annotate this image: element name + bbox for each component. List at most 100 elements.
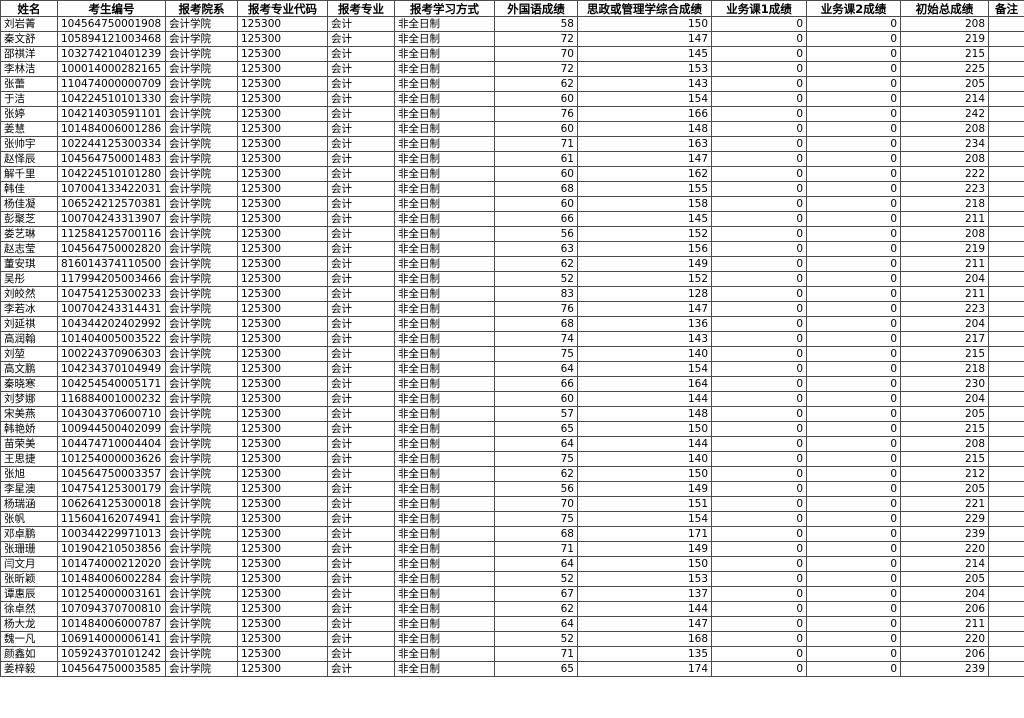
cell-major[interactable]: 会计 [327, 361, 395, 377]
cell-major-code[interactable]: 125300 [237, 286, 328, 302]
cell-major[interactable]: 会计 [327, 271, 395, 287]
cell-major-code[interactable]: 125300 [237, 526, 328, 542]
cell-comprehensive-score[interactable]: 147 [577, 31, 712, 47]
cell-comprehensive-score[interactable]: 149 [577, 541, 712, 557]
cell-department[interactable]: 会计学院 [165, 496, 238, 512]
cell-course2-score[interactable]: 0 [806, 601, 901, 617]
cell-foreign-score[interactable]: 66 [494, 376, 578, 392]
cell-candidate-id[interactable]: 104304370600710 [57, 406, 166, 422]
cell-comprehensive-score[interactable]: 150 [577, 421, 712, 437]
cell-candidate-id[interactable]: 104224510101280 [57, 166, 166, 182]
cell-remark[interactable] [988, 571, 1024, 587]
cell-name[interactable]: 刘岩菁 [0, 16, 58, 32]
cell-study-mode[interactable]: 非全日制 [394, 121, 495, 137]
cell-major[interactable]: 会计 [327, 106, 395, 122]
cell-department[interactable]: 会计学院 [165, 316, 238, 332]
cell-major[interactable]: 会计 [327, 571, 395, 587]
cell-total-score[interactable]: 211 [900, 256, 989, 272]
cell-comprehensive-score[interactable]: 144 [577, 601, 712, 617]
cell-department[interactable]: 会计学院 [165, 91, 238, 107]
cell-course2-score[interactable]: 0 [806, 466, 901, 482]
cell-foreign-score[interactable]: 62 [494, 466, 578, 482]
cell-foreign-score[interactable]: 75 [494, 346, 578, 362]
cell-study-mode[interactable]: 非全日制 [394, 91, 495, 107]
cell-foreign-score[interactable]: 71 [494, 646, 578, 662]
cell-study-mode[interactable]: 非全日制 [394, 241, 495, 257]
cell-name[interactable]: 苗荣美 [0, 436, 58, 452]
cell-course1-score[interactable]: 0 [711, 646, 807, 662]
cell-course1-score[interactable]: 0 [711, 121, 807, 137]
cell-department[interactable]: 会计学院 [165, 136, 238, 152]
cell-major-code[interactable]: 125300 [237, 46, 328, 62]
cell-major-code[interactable]: 125300 [237, 391, 328, 407]
cell-course1-score[interactable]: 0 [711, 166, 807, 182]
cell-course1-score[interactable]: 0 [711, 391, 807, 407]
cell-candidate-id[interactable]: 100344229971013 [57, 526, 166, 542]
cell-comprehensive-score[interactable]: 145 [577, 211, 712, 227]
cell-foreign-score[interactable]: 58 [494, 16, 578, 32]
cell-remark[interactable] [988, 331, 1024, 347]
cell-remark[interactable] [988, 121, 1024, 137]
cell-candidate-id[interactable]: 104754125300179 [57, 481, 166, 497]
cell-course2-score[interactable]: 0 [806, 421, 901, 437]
cell-candidate-id[interactable]: 100704243314431 [57, 301, 166, 317]
cell-course1-score[interactable]: 0 [711, 361, 807, 377]
cell-name[interactable]: 秦文舒 [0, 31, 58, 47]
cell-comprehensive-score[interactable]: 154 [577, 361, 712, 377]
cell-course2-score[interactable]: 0 [806, 181, 901, 197]
cell-foreign-score[interactable]: 66 [494, 211, 578, 227]
col-header-foreign-score[interactable]: 外国语成绩 [494, 0, 578, 17]
cell-candidate-id[interactable]: 104254540005171 [57, 376, 166, 392]
cell-major[interactable]: 会计 [327, 91, 395, 107]
cell-study-mode[interactable]: 非全日制 [394, 631, 495, 647]
cell-foreign-score[interactable]: 56 [494, 226, 578, 242]
cell-remark[interactable] [988, 421, 1024, 437]
cell-study-mode[interactable]: 非全日制 [394, 31, 495, 47]
cell-department[interactable]: 会计学院 [165, 571, 238, 587]
cell-foreign-score[interactable]: 68 [494, 316, 578, 332]
cell-course1-score[interactable]: 0 [711, 76, 807, 92]
cell-name[interactable]: 刘皎然 [0, 286, 58, 302]
cell-foreign-score[interactable]: 62 [494, 256, 578, 272]
cell-study-mode[interactable]: 非全日制 [394, 136, 495, 152]
cell-course2-score[interactable]: 0 [806, 226, 901, 242]
col-header-major-code[interactable]: 报考专业代码 [237, 0, 328, 17]
cell-name[interactable]: 刘延祺 [0, 316, 58, 332]
cell-major-code[interactable]: 125300 [237, 451, 328, 467]
cell-candidate-id[interactable]: 104754125300233 [57, 286, 166, 302]
cell-course1-score[interactable]: 0 [711, 31, 807, 47]
cell-major-code[interactable]: 125300 [237, 586, 328, 602]
cell-major[interactable]: 会计 [327, 391, 395, 407]
cell-foreign-score[interactable]: 60 [494, 391, 578, 407]
cell-name[interactable]: 吴彤 [0, 271, 58, 287]
cell-department[interactable]: 会计学院 [165, 61, 238, 77]
cell-major[interactable]: 会计 [327, 301, 395, 317]
cell-course2-score[interactable]: 0 [806, 196, 901, 212]
col-header-study-mode[interactable]: 报考学习方式 [394, 0, 495, 17]
cell-foreign-score[interactable]: 64 [494, 361, 578, 377]
cell-study-mode[interactable]: 非全日制 [394, 106, 495, 122]
cell-name[interactable]: 颜鑫如 [0, 646, 58, 662]
cell-total-score[interactable]: 212 [900, 466, 989, 482]
cell-major[interactable]: 会计 [327, 406, 395, 422]
cell-course1-score[interactable]: 0 [711, 211, 807, 227]
cell-course2-score[interactable]: 0 [806, 436, 901, 452]
cell-name[interactable]: 高润翰 [0, 331, 58, 347]
cell-name[interactable]: 杨大龙 [0, 616, 58, 632]
cell-study-mode[interactable]: 非全日制 [394, 616, 495, 632]
cell-course2-score[interactable]: 0 [806, 406, 901, 422]
cell-foreign-score[interactable]: 68 [494, 526, 578, 542]
cell-department[interactable]: 会计学院 [165, 181, 238, 197]
cell-course2-score[interactable]: 0 [806, 646, 901, 662]
cell-name[interactable]: 彭聚芝 [0, 211, 58, 227]
cell-major-code[interactable]: 125300 [237, 601, 328, 617]
cell-name[interactable]: 韩佳 [0, 181, 58, 197]
cell-major[interactable]: 会计 [327, 451, 395, 467]
cell-study-mode[interactable]: 非全日制 [394, 586, 495, 602]
cell-study-mode[interactable]: 非全日制 [394, 406, 495, 422]
cell-foreign-score[interactable]: 62 [494, 601, 578, 617]
cell-department[interactable]: 会计学院 [165, 436, 238, 452]
cell-department[interactable]: 会计学院 [165, 466, 238, 482]
cell-foreign-score[interactable]: 74 [494, 331, 578, 347]
cell-comprehensive-score[interactable]: 140 [577, 346, 712, 362]
